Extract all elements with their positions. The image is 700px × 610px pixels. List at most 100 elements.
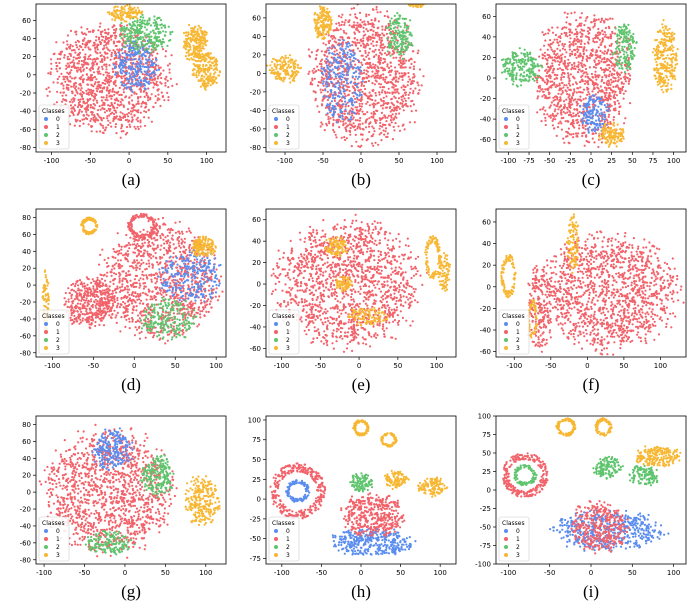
scatter-point (586, 86, 589, 89)
scatter-point (103, 63, 106, 66)
scatter-point (332, 53, 335, 56)
scatter-point (69, 71, 72, 74)
scatter-point (192, 55, 196, 58)
scatter-point (340, 136, 343, 139)
scatter-point (154, 101, 157, 104)
scatter-point (364, 49, 367, 53)
scatter-point (119, 18, 123, 21)
scatter-point (352, 91, 356, 94)
scatter-point (200, 39, 204, 42)
scatter-point (620, 87, 623, 90)
scatter-point (405, 48, 408, 51)
scatter-point (187, 33, 190, 36)
scatter-point (276, 77, 279, 80)
scatter-point (371, 36, 374, 39)
scatter-point (67, 72, 70, 76)
scatter-point (59, 57, 62, 61)
scatter-point (274, 77, 277, 80)
scatter-point (573, 90, 576, 93)
scatter-point (326, 55, 329, 58)
scatter-point (317, 14, 320, 17)
scatter-point (560, 93, 563, 96)
scatter-point (398, 53, 401, 56)
scatter-point (82, 91, 85, 95)
scatter-point (541, 57, 544, 60)
scatter-point (576, 112, 579, 115)
scatter-point (611, 17, 614, 20)
scatter-point (108, 13, 111, 16)
scatter-point (391, 138, 395, 141)
scatter-point (70, 77, 74, 80)
scatter-point (386, 132, 389, 135)
scatter-point (168, 62, 171, 65)
scatter-point (326, 112, 329, 115)
scatter-point (274, 71, 278, 75)
scatter-point (368, 117, 371, 120)
scatter-point (391, 50, 395, 53)
scatter-point (97, 67, 100, 71)
scatter-point (94, 60, 97, 63)
scatter-point (600, 68, 604, 71)
scatter-point (108, 109, 111, 112)
scatter-point (391, 30, 394, 33)
scatter-point (393, 14, 396, 17)
legend-marker-class-3 (44, 141, 48, 145)
scatter-point (568, 79, 571, 82)
scatter-point (82, 68, 85, 71)
scatter-point (119, 35, 122, 38)
scatter-point (541, 31, 544, 34)
scatter-point (278, 75, 281, 78)
scatter-point (594, 70, 597, 73)
scatter-point (365, 55, 368, 58)
scatter-point (319, 125, 322, 128)
scatter-point (575, 91, 578, 94)
scatter-point (322, 19, 325, 22)
scatter-point (571, 119, 575, 122)
scatter-point (209, 84, 212, 87)
scatter-point (121, 60, 124, 63)
scatter-point (102, 73, 105, 76)
scatter-point (407, 80, 410, 83)
scatter-point (393, 106, 396, 109)
scatter-point (396, 45, 399, 48)
scatter-point (397, 105, 400, 109)
scatter-point (618, 112, 621, 116)
scatter-point (333, 56, 336, 59)
scatter-point (557, 92, 560, 95)
scatter-point (338, 81, 341, 84)
scatter-point (334, 91, 337, 94)
scatter-point (406, 105, 409, 108)
scatter-point (182, 46, 185, 49)
scatter-point (337, 15, 341, 18)
scatter-point (141, 53, 144, 56)
scatter-point (406, 84, 409, 87)
scatter-point (406, 27, 409, 30)
scatter-point (202, 67, 205, 70)
scatter-point (204, 67, 207, 70)
scatter-point (346, 101, 349, 104)
scatter-point (120, 33, 123, 37)
scatter-point (161, 48, 165, 51)
scatter-point (381, 107, 384, 110)
scatter-point (372, 106, 375, 109)
scatter-point (627, 82, 630, 85)
scatter-point (399, 52, 402, 55)
legend-label: 0 (56, 116, 60, 123)
scatter-point (109, 112, 112, 115)
scatter-point (331, 97, 335, 100)
scatter-point (400, 38, 403, 41)
cluster-class-3 (191, 51, 222, 91)
scatter-point (197, 41, 201, 44)
scatter-point (101, 81, 104, 84)
scatter-point (137, 97, 140, 100)
scatter-point (141, 42, 144, 45)
scatter-point (101, 58, 104, 61)
scatter-point (367, 22, 370, 25)
scatter-point (159, 41, 163, 44)
scatter-point (334, 73, 337, 76)
scatter-point (348, 42, 351, 45)
scatter-point (86, 57, 90, 61)
scatter-point (115, 35, 118, 38)
scatter-point (207, 53, 210, 57)
scatter-point (624, 90, 627, 93)
